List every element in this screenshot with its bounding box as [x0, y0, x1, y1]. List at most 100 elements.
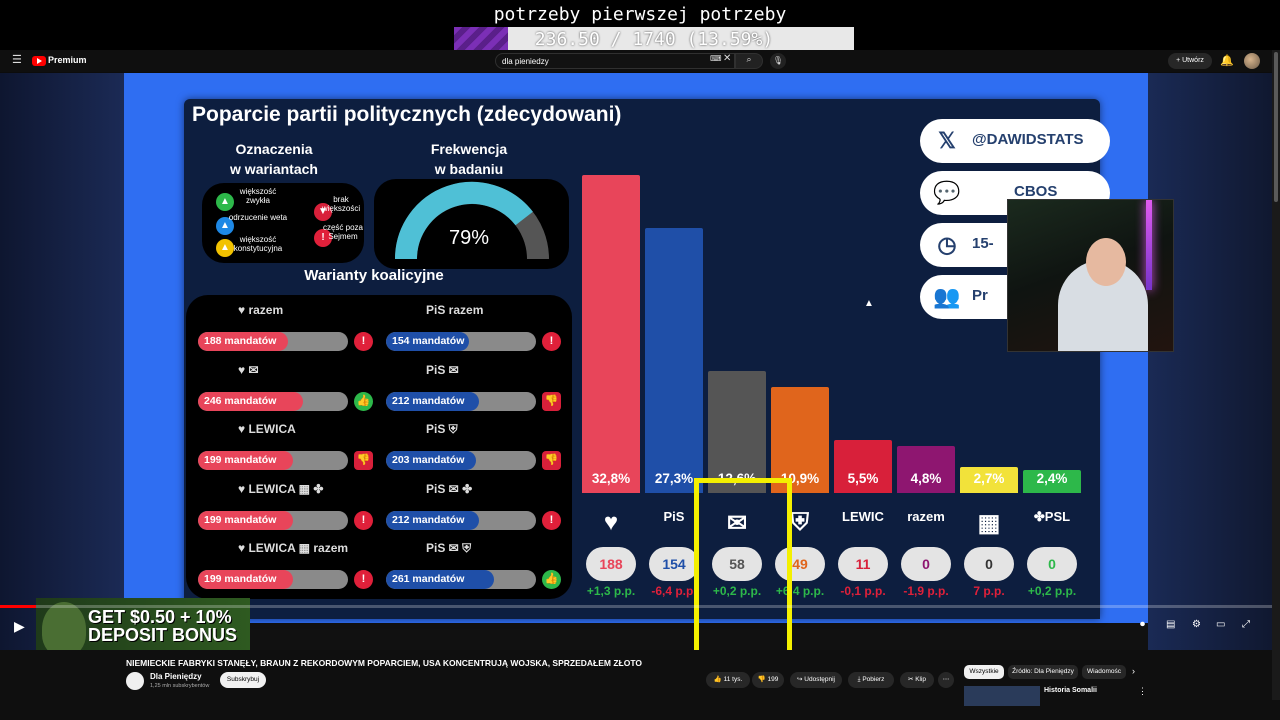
more-actions-button[interactable]: ⋯	[938, 672, 954, 688]
party-percent-label: 4,8%	[910, 471, 942, 486]
info-text: 15-	[972, 235, 994, 252]
voice-search-button[interactable]: 🎙	[770, 53, 786, 69]
legend-label: większość konstytucyjna	[233, 235, 283, 253]
page-scrollbar[interactable]	[1272, 50, 1280, 700]
gauge-svg	[394, 181, 549, 260]
coalition-logos: ♥ LEWICA ▦ razem	[238, 541, 349, 555]
youtube-logo[interactable]: Premium	[32, 55, 87, 66]
video-player[interactable]: Poparcie partii politycznych (zdecydowan…	[0, 73, 1272, 650]
mouse-cursor: ▲	[864, 298, 874, 309]
fullscreen-icon[interactable]: ⤢	[1242, 619, 1250, 630]
coalition-logos: PiS ✉ ⛨	[426, 541, 472, 555]
more-options-icon[interactable]: ⋮	[1138, 686, 1147, 696]
coalition-seat-bar: 246 mandatów	[198, 391, 348, 411]
legend-label: brak większości	[321, 195, 361, 213]
stream-title: potrzeby pierwszej potrzeby	[493, 4, 787, 25]
party-percent-label: 2,4%	[1036, 471, 1068, 486]
subscribe-button[interactable]: Subskrybuj	[220, 672, 266, 688]
coalition-seat-fill: 199 mandatów	[198, 451, 293, 470]
autoplay-toggle[interactable]: ⏺	[1140, 619, 1145, 630]
search-button[interactable]: ⌕	[735, 53, 763, 69]
info-text: @DAWIDSTATS	[972, 131, 1084, 148]
youtube-header: ☰ Premium dla pieniedzy ⌨ ✕ ⌕ 🎙 + Utwórz…	[0, 50, 1280, 72]
subscriber-count: 1,25 mln subskrybentów	[150, 683, 210, 689]
legend-label: część poza Sejmem	[322, 223, 364, 241]
party-bar	[582, 175, 640, 493]
turnout-heading: Frekwencja w badaniu	[430, 141, 508, 177]
coalition-seat-bar: 199 mandatów	[198, 570, 348, 589]
coalition-status-icon: !	[542, 510, 561, 530]
chevron-right-icon[interactable]: ›	[1132, 666, 1135, 676]
like-button[interactable]: 👍 11 tys.	[706, 672, 750, 688]
thumbs-up-icon: ▲	[216, 239, 234, 257]
party-bar	[771, 387, 829, 493]
party-bar	[708, 370, 766, 493]
coalition-logos: ♥ LEWICA ▦ ✤	[238, 481, 324, 496]
thumbs-down-icon: ▼	[314, 203, 332, 221]
theater-mode-icon[interactable]: ▭	[1216, 619, 1226, 630]
coalition-logos: ♥ ✉	[238, 362, 259, 377]
coalition-panel: ♥ razem 188 mandatów! PiS razem 154 mandató…	[186, 295, 572, 599]
chat-icon: 💬	[933, 180, 961, 205]
party-change-label: +0,2 p.p.	[1027, 584, 1077, 598]
video-info-area: NIEMIECKIE FABRYKI STANĘŁY, BRAUN Z REKO…	[0, 650, 1280, 720]
bell-icon[interactable]: 🔔	[1220, 55, 1234, 67]
chip-source[interactable]: Źródło: Dla Pieniędzy	[1008, 665, 1078, 679]
clear-search-icon[interactable]: ✕	[723, 53, 732, 64]
poll-slide: Poparcie partii politycznych (zdecydowan…	[184, 99, 1110, 619]
subtitles-icon[interactable]: ▤	[1166, 619, 1176, 630]
slide-title: Poparcie partii politycznych (zdecydowan…	[192, 103, 622, 126]
coalition-status-icon: 👍	[542, 570, 561, 589]
party-seat-count: 11	[838, 547, 888, 581]
coalition-logos: PiS ✉	[426, 362, 459, 377]
party-logo: PiS	[663, 509, 685, 524]
party-logo: LEWIC	[842, 509, 884, 524]
video-progress-bar[interactable]	[0, 605, 1272, 608]
coalition-seat-bar: 261 mandatów	[386, 570, 536, 589]
account-avatar[interactable]	[1244, 53, 1260, 69]
party-logo: ✤PSL	[1033, 509, 1071, 524]
create-button[interactable]: + Utwórz	[1168, 53, 1212, 69]
party-bar	[1023, 469, 1081, 493]
clip-button[interactable]: ✂ Klip	[900, 672, 934, 688]
party-seat-count: 154	[649, 547, 699, 581]
coalition-seat-fill: 154 mandatów	[386, 332, 469, 351]
coalition-logos: PiS ⛨	[426, 422, 458, 436]
coalition-logos: ♥ LEWICA	[238, 422, 296, 436]
dislike-button[interactable]: 👎 199	[752, 672, 784, 688]
party-seat-count: 0	[901, 547, 951, 581]
search-input[interactable]: dla pieniedzy	[495, 53, 735, 69]
download-button[interactable]: ⤓ Pobierz	[848, 672, 894, 688]
progress-played	[0, 605, 36, 608]
legend-label: większość zwykła	[239, 187, 277, 205]
party-bar	[897, 446, 955, 493]
side-video-title[interactable]: Historia Somalii	[1044, 687, 1097, 694]
coalition-seat-fill: 199 mandatów	[198, 570, 293, 589]
party-logo: ▦	[977, 510, 1001, 537]
coalition-status-icon: 👎	[542, 451, 561, 470]
channel-avatar[interactable]	[126, 672, 144, 690]
info-text: CBOS	[1014, 183, 1058, 200]
party-change-label: +0,2 p.p.	[712, 584, 762, 598]
party-seat-count: 49	[775, 547, 825, 581]
party-percent-label: 27,3%	[654, 471, 694, 486]
casino-ad-overlay[interactable]: GET $0.50 + 10% DEPOSIT BONUS	[36, 598, 250, 650]
coalition-logos: ♥ razem	[238, 303, 284, 317]
chip-news[interactable]: Wiadomośc	[1082, 665, 1126, 679]
menu-icon[interactable]: ☰	[12, 54, 22, 66]
coalition-status-icon: !	[354, 510, 373, 530]
keyboard-icon[interactable]: ⌨	[710, 54, 722, 63]
scrollbar-thumb[interactable]	[1274, 52, 1278, 202]
settings-icon[interactable]: ⚙	[1192, 619, 1201, 630]
ambient-background-right	[1148, 73, 1272, 650]
ambient-background-left	[0, 73, 124, 650]
channel-name[interactable]: Dla Pieniędzy	[150, 672, 202, 681]
chip-all[interactable]: Wszystkie	[964, 665, 1004, 679]
side-video-thumbnail[interactable]	[964, 686, 1040, 706]
search-icon: ⌕	[746, 54, 752, 64]
coalition-seat-fill: 246 mandatów	[198, 391, 303, 411]
share-button[interactable]: ↪ Udostępnij	[790, 672, 842, 688]
play-icon[interactable]: ▶	[14, 618, 25, 634]
info-pill: 𝕏 @DAWIDSTATS	[920, 119, 1110, 163]
coalition-seat-bar: 199 mandatów	[198, 510, 348, 530]
